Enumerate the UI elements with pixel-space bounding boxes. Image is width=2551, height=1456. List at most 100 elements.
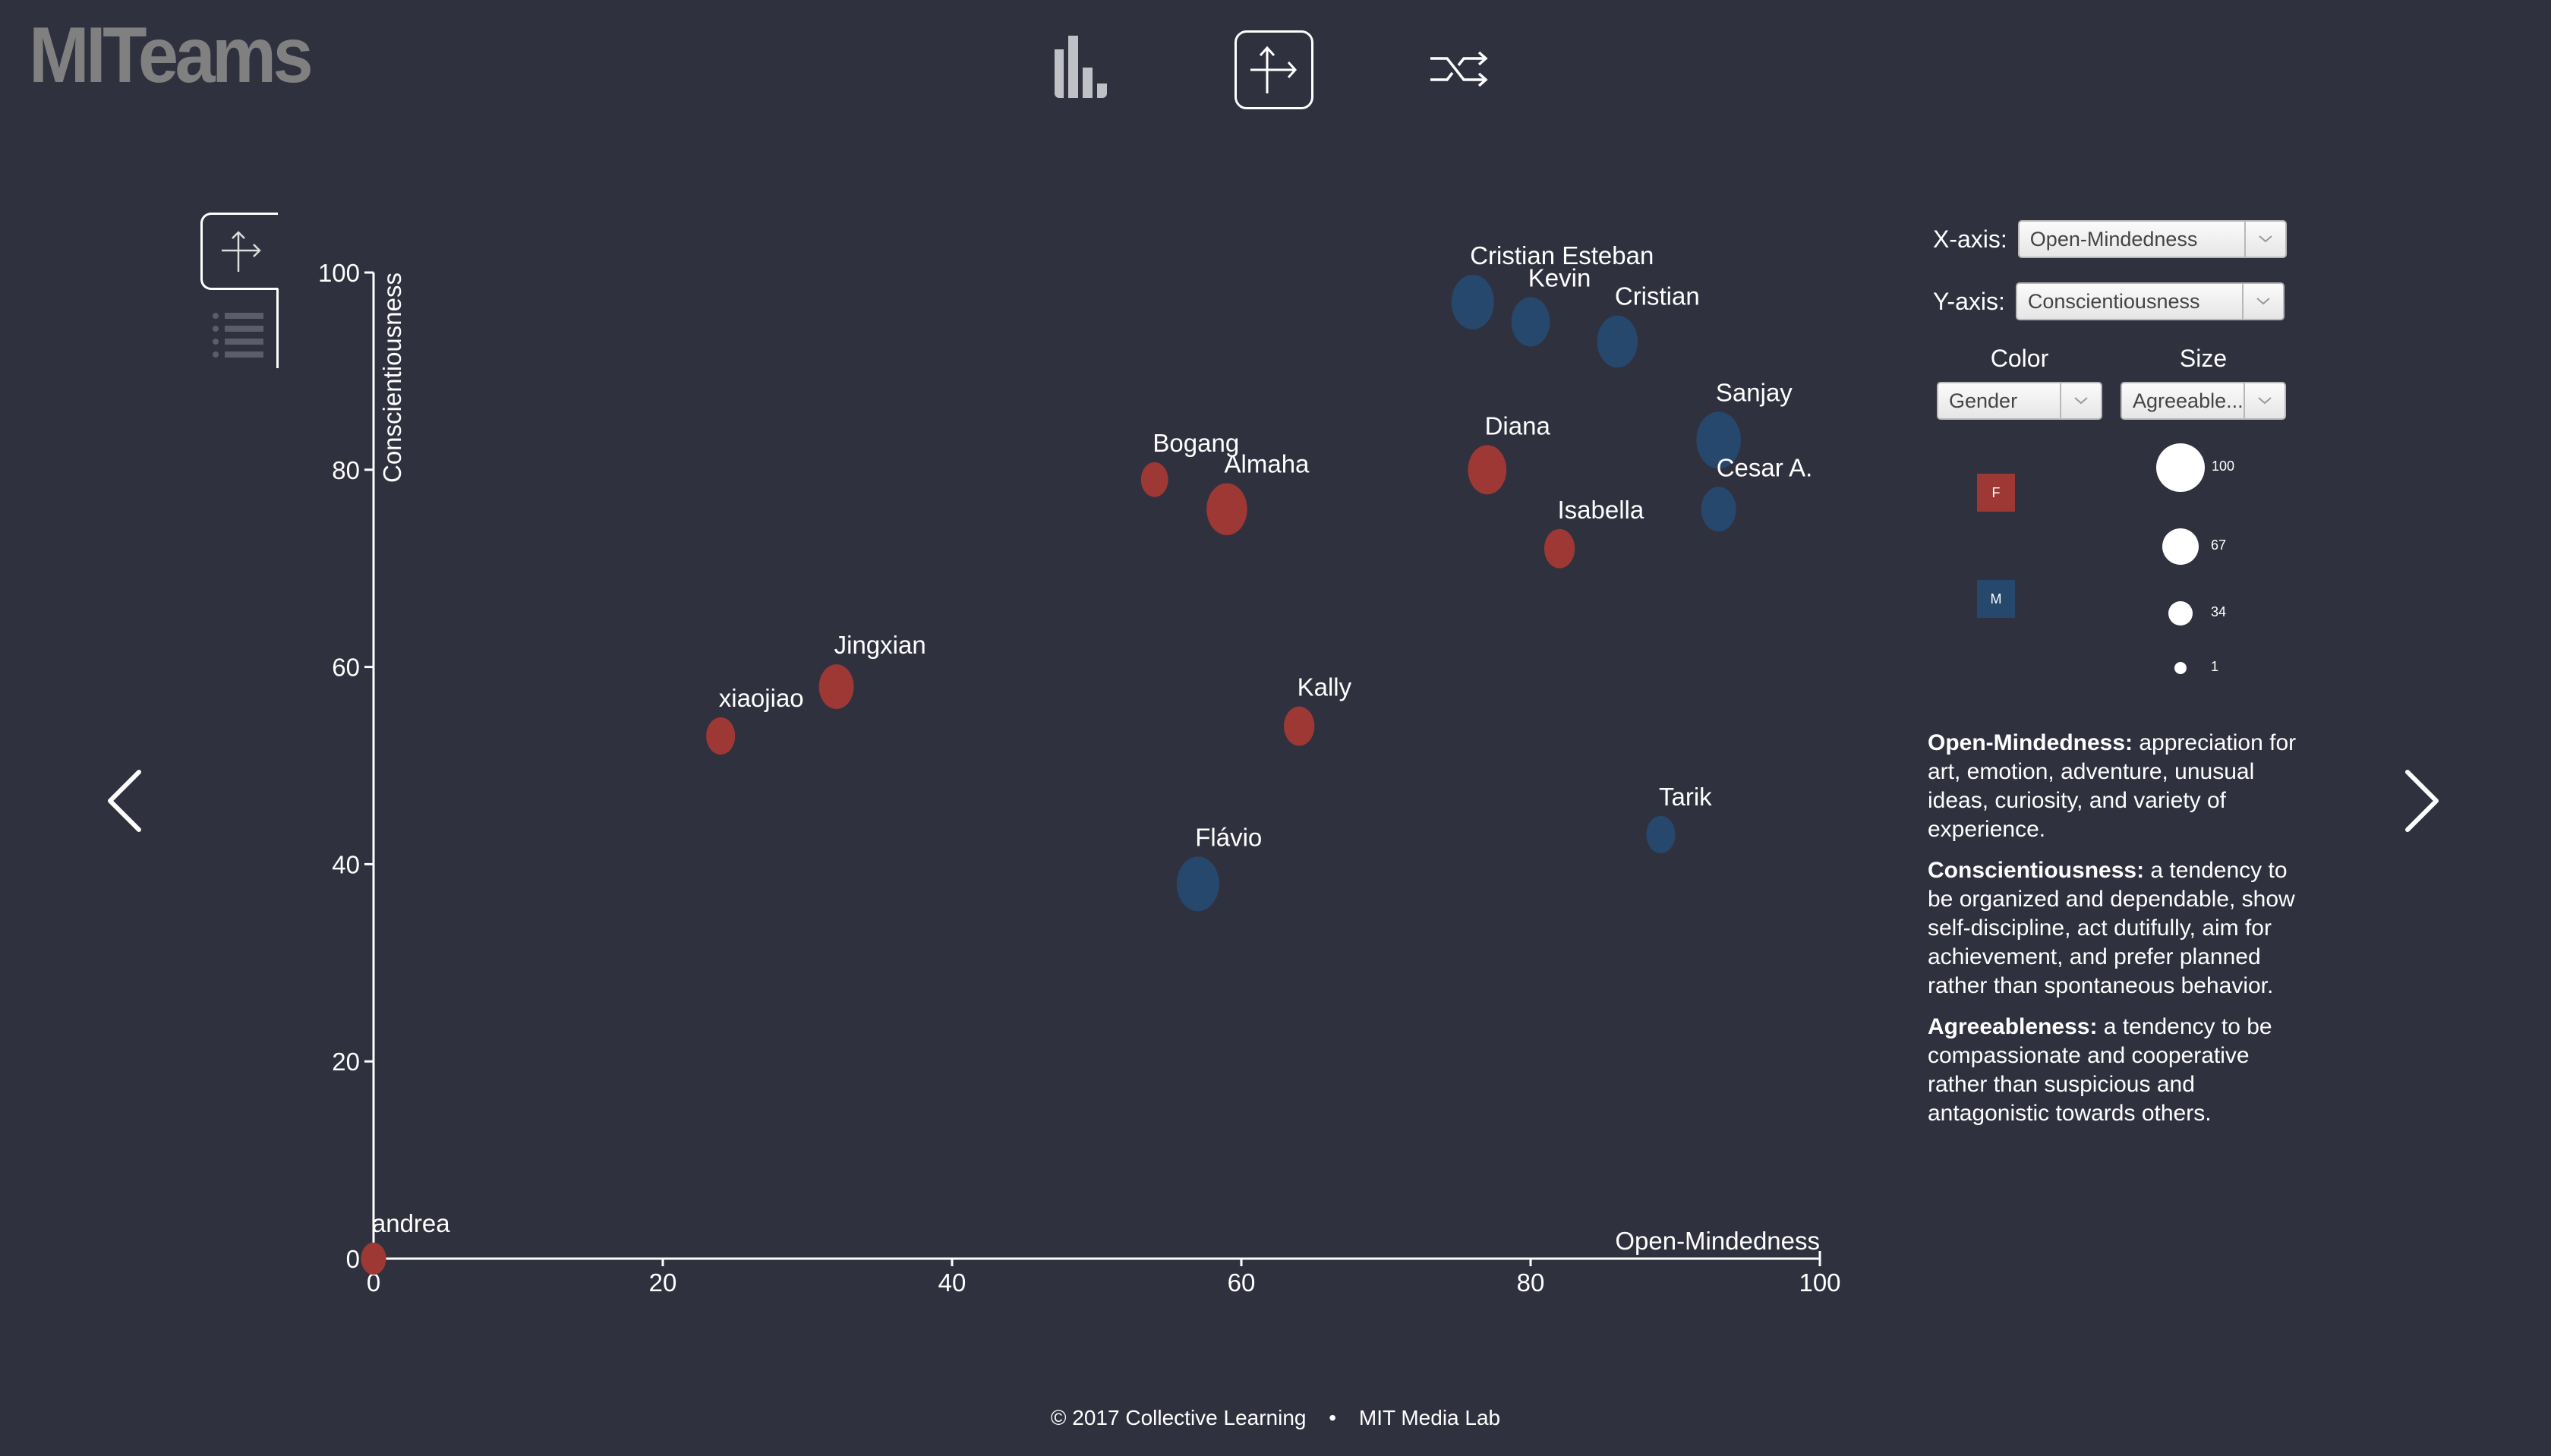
y-axis-control: Y-axis: Conscientiousness [1933, 282, 2285, 320]
data-point[interactable] [361, 1242, 386, 1275]
axes-icon [221, 231, 261, 272]
data-point[interactable] [1696, 411, 1741, 469]
y-tick-label: 0 [346, 1245, 360, 1273]
chevron-down-icon [2244, 383, 2285, 418]
data-point-label: Sanjay [1716, 378, 1793, 406]
data-point-label: Kevin [1528, 263, 1591, 292]
size-legend-circle-34 [2168, 601, 2193, 626]
chevron-right-icon [2405, 770, 2439, 832]
scatter-chart: 0 20 40 60 80 100 0 20 40 60 80 100 Cristian Esteba… [318, 241, 1841, 1297]
data-point-label: Cristian [1615, 282, 1700, 310]
size-legend-label-1: 1 [2211, 659, 2219, 674]
chevron-down-icon [2060, 383, 2101, 418]
app-logo[interactable]: MITeams [29, 11, 314, 99]
data-point-label: Tarik [1659, 783, 1712, 811]
size-legend-label-67: 67 [2211, 537, 2227, 553]
chart-points [361, 275, 1741, 1275]
bar-chart-view-button[interactable] [1048, 30, 1127, 109]
x-axis-control: X-axis: Open-Mindedness [1933, 220, 2287, 258]
description-text: a tendency to be compassionate and coope… [1928, 1014, 2272, 1126]
y-tick-label: 40 [332, 850, 360, 878]
description-term: Agreeableness: [1928, 1014, 2098, 1039]
data-point-label: xiaojiao [719, 684, 804, 712]
data-point[interactable] [1597, 315, 1638, 368]
size-heading: Size [2179, 345, 2228, 372]
list-tab[interactable] [200, 298, 278, 375]
size-legend-circle-100 [2156, 443, 2205, 492]
footer-separator: • [1329, 1406, 1337, 1429]
shuffle-icon [1430, 51, 1488, 87]
data-point[interactable] [1284, 706, 1315, 746]
legend-swatch-female: F [1977, 474, 2015, 512]
chevron-left-icon [108, 770, 141, 832]
data-point[interactable] [1176, 856, 1219, 912]
description-text: a tendency to be organized and dependabl… [1928, 858, 2295, 998]
footer-copyright[interactable]: © 2017 Collective Learning [1050, 1406, 1307, 1429]
trait-descriptions: Open-Mindedness: appreciation for art, e… [1928, 729, 2300, 1140]
description-conscientiousness: Conscientiousness: a tendency to be orga… [1928, 856, 2300, 1001]
color-select[interactable]: Gender [1937, 382, 2102, 420]
size-legend-label-34: 34 [2211, 604, 2227, 619]
side-tab-rail [276, 288, 279, 368]
scatter-view-button[interactable] [1235, 30, 1313, 109]
y-axis-label: Y-axis: [1933, 287, 2005, 315]
data-point-label: Kally [1298, 673, 1352, 701]
data-point[interactable] [1206, 483, 1247, 536]
y-axis-select-value: Conscientiousness [2027, 289, 2200, 313]
data-point[interactable] [1451, 275, 1494, 329]
y-axis-select[interactable]: Conscientiousness [2015, 282, 2285, 320]
x-tick-label: 20 [649, 1268, 677, 1297]
y-tick-label: 60 [332, 654, 360, 682]
data-point[interactable] [1544, 528, 1575, 569]
top-nav [0, 30, 2551, 109]
description-term: Open-Mindedness: [1928, 730, 2133, 755]
data-point[interactable] [1468, 445, 1507, 495]
footer: © 2017 Collective Learning • MIT Media L… [0, 1406, 2551, 1430]
data-point-label: Isabella [1558, 496, 1644, 524]
data-point-label: Jingxian [834, 631, 926, 659]
x-axis-title: Open-Mindedness [1615, 1227, 1820, 1255]
color-heading: Color [1990, 345, 2049, 372]
data-point-label: Flávio [1195, 823, 1262, 851]
x-axis-select-value: Open-Mindedness [2029, 227, 2198, 251]
shuffle-view-button[interactable] [1420, 30, 1499, 109]
list-icon [213, 313, 263, 358]
data-point[interactable] [706, 717, 736, 755]
data-point-label: andrea [372, 1209, 450, 1237]
x-tick-label: 60 [1228, 1268, 1256, 1297]
data-point-label: Cristian Esteban [1470, 241, 1654, 269]
y-tick-label: 80 [332, 456, 360, 484]
data-point[interactable] [818, 664, 854, 710]
description-text: appreciation for art, emotion, adventure… [1928, 730, 2297, 842]
size-legend-circle-1 [2174, 662, 2187, 674]
y-axis-title: Conscientiousness [378, 273, 406, 483]
data-point-label: Cesar A. [1717, 453, 1813, 481]
next-button[interactable] [2392, 759, 2452, 843]
y-tick-label: 20 [332, 1048, 360, 1076]
color-select-value: Gender [1949, 389, 2018, 412]
description-term: Conscientiousness: [1928, 858, 2145, 883]
data-point[interactable] [1701, 487, 1736, 532]
x-axis-label: X-axis: [1933, 225, 2007, 253]
data-point[interactable] [1140, 462, 1168, 497]
size-legend-label-100: 100 [2212, 459, 2235, 474]
size-legend-circle-67 [2162, 528, 2199, 565]
size-select-value: Agreeable... [2133, 389, 2244, 412]
chevron-down-icon [2244, 222, 2285, 257]
data-point[interactable] [1646, 815, 1676, 853]
scatter-tab[interactable] [200, 213, 278, 290]
x-tick-label: 0 [367, 1268, 380, 1297]
x-axis-select[interactable]: Open-Mindedness [2017, 220, 2287, 258]
data-point-label: Bogang [1153, 429, 1239, 457]
x-tick-label: 40 [938, 1268, 966, 1297]
prev-button[interactable] [94, 759, 155, 843]
data-point-label: Diana [1485, 411, 1551, 440]
size-select[interactable]: Agreeable... [2121, 382, 2286, 420]
axes-icon [1250, 46, 1298, 93]
x-tick-label: 80 [1517, 1268, 1545, 1297]
legend-swatch-male: M [1977, 580, 2015, 618]
footer-lab-link[interactable]: MIT Media Lab [1358, 1406, 1501, 1429]
data-point[interactable] [1511, 297, 1550, 347]
description-agreeableness: Agreeableness: a tendency to be compassi… [1928, 1013, 2300, 1128]
